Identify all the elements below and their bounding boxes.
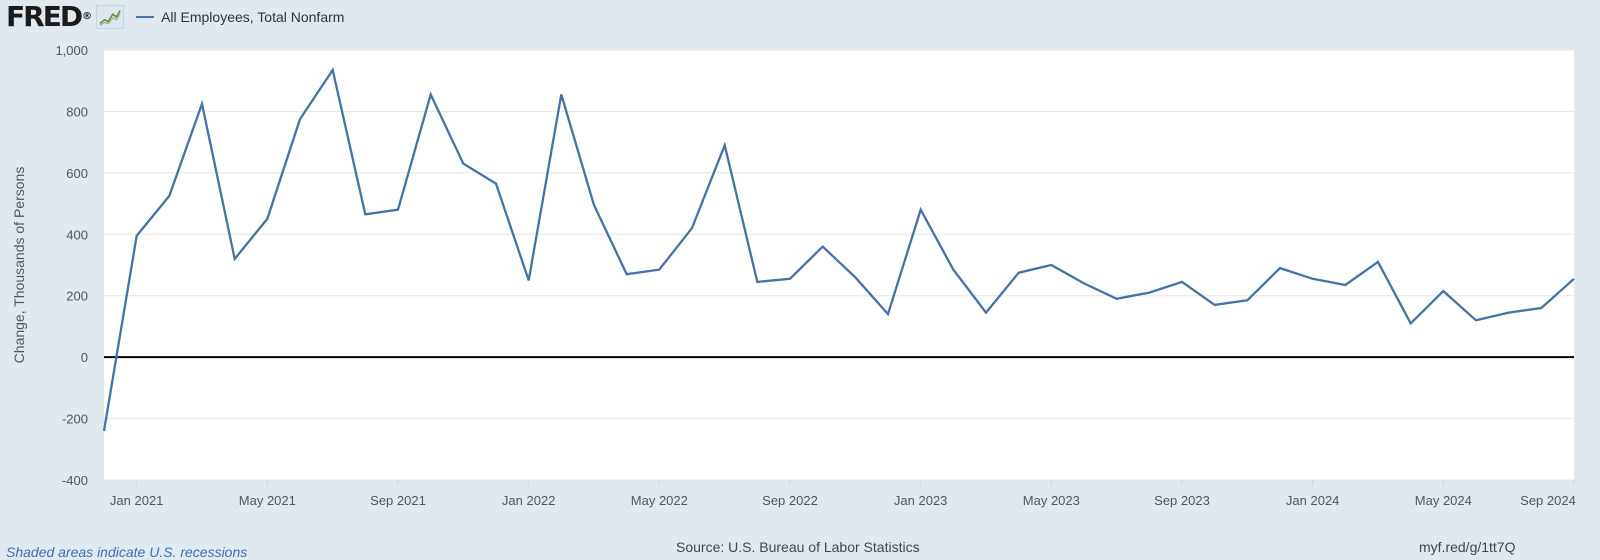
data-point[interactable] xyxy=(265,217,269,221)
data-point[interactable] xyxy=(331,68,335,72)
legend-item[interactable]: All Employees, Total Nonfarm xyxy=(136,9,344,25)
data-point[interactable] xyxy=(233,257,237,261)
chart-header: FRED® All Employees, Total Nonfarm xyxy=(6,2,344,32)
data-point[interactable] xyxy=(135,234,139,238)
grid-lines xyxy=(104,49,1574,481)
short-link[interactable]: myf.red/g/1tt7Q xyxy=(1419,539,1516,555)
data-point[interactable] xyxy=(1474,318,1478,322)
data-point[interactable] xyxy=(527,278,531,282)
data-point[interactable] xyxy=(1441,289,1445,293)
data-point[interactable] xyxy=(1376,260,1380,264)
data-point[interactable] xyxy=(167,194,171,198)
data-point[interactable] xyxy=(984,311,988,315)
x-tick-label: Jan 2024 xyxy=(1286,493,1340,508)
data-point[interactable] xyxy=(1245,298,1249,302)
plot-area xyxy=(104,50,1574,480)
fred-logo[interactable]: FRED® xyxy=(6,0,93,33)
x-tick-label: Sep 2023 xyxy=(1154,493,1210,508)
x-tick-label: May 2021 xyxy=(239,493,296,508)
data-point[interactable] xyxy=(1409,321,1413,325)
data-point[interactable] xyxy=(200,102,204,106)
x-tick-label: Sep 2024 xyxy=(1520,493,1576,508)
data-point[interactable] xyxy=(788,277,792,281)
y-tick-label: 1,000 xyxy=(55,43,88,58)
data-point[interactable] xyxy=(592,203,596,207)
x-tick-label: May 2023 xyxy=(1023,493,1080,508)
data-point[interactable] xyxy=(429,93,433,97)
data-point[interactable] xyxy=(1539,306,1543,310)
x-axis-ticks: Jan 2021 May 2021 Sep 2021 Jan 2022 May 2022… xyxy=(110,480,1576,508)
data-point[interactable] xyxy=(1049,263,1053,267)
x-tick-label: Jan 2022 xyxy=(502,493,556,508)
source-text: Source: U.S. Bureau of Labor Statistics xyxy=(676,539,920,555)
data-point[interactable] xyxy=(919,208,923,212)
data-point[interactable] xyxy=(1180,280,1184,284)
data-point[interactable] xyxy=(1343,283,1347,287)
y-tick-label: 800 xyxy=(66,104,88,119)
data-point[interactable] xyxy=(723,143,727,147)
data-point[interactable] xyxy=(1115,297,1119,301)
x-tick-label: May 2024 xyxy=(1415,493,1472,508)
y-tick-label: -200 xyxy=(62,412,88,427)
recession-note[interactable]: Shaded areas indicate U.S. recessions xyxy=(6,544,248,560)
mini-line-chart-icon[interactable] xyxy=(96,5,125,29)
data-point[interactable] xyxy=(1311,277,1315,281)
x-tick-label: Jan 2023 xyxy=(894,493,948,508)
y-tick-label: 0 xyxy=(81,350,88,365)
y-tick-label: 600 xyxy=(66,166,88,181)
data-point[interactable] xyxy=(690,226,694,230)
data-point[interactable] xyxy=(1213,303,1217,307)
data-point[interactable] xyxy=(625,272,629,276)
data-point[interactable] xyxy=(1147,291,1151,295)
data-point[interactable] xyxy=(821,245,825,249)
data-point[interactable] xyxy=(657,268,661,272)
x-tick-label: May 2022 xyxy=(631,493,688,508)
y-tick-label: -400 xyxy=(62,473,88,488)
data-point[interactable] xyxy=(1507,311,1511,315)
y-axis-ticks: -400 -200 0 200 400 600 800 1,000 xyxy=(55,43,88,488)
y-axis-label: Change, Thousands of Persons xyxy=(11,167,27,364)
data-point[interactable] xyxy=(559,93,563,97)
data-point[interactable] xyxy=(1572,277,1576,281)
legend-label: All Employees, Total Nonfarm xyxy=(161,9,345,25)
data-point[interactable] xyxy=(363,212,367,216)
data-point[interactable] xyxy=(461,162,465,166)
legend-swatch xyxy=(136,16,155,18)
data-point[interactable] xyxy=(1017,271,1021,275)
data-point[interactable] xyxy=(853,275,857,279)
x-tick-label: Sep 2022 xyxy=(762,493,818,508)
data-point[interactable] xyxy=(886,312,890,316)
data-point[interactable] xyxy=(494,182,498,186)
series-line[interactable] xyxy=(102,67,1575,432)
y-tick-label: 400 xyxy=(66,227,88,242)
y-tick-label: 200 xyxy=(66,289,88,304)
data-point[interactable] xyxy=(755,280,759,284)
data-point[interactable] xyxy=(1082,281,1086,285)
data-point[interactable] xyxy=(102,429,106,433)
data-point[interactable] xyxy=(1278,266,1282,270)
data-point[interactable] xyxy=(298,117,302,121)
data-point[interactable] xyxy=(396,208,400,212)
x-tick-label: Sep 2021 xyxy=(370,493,426,508)
x-tick-label: Jan 2021 xyxy=(110,493,164,508)
data-point[interactable] xyxy=(951,268,955,272)
